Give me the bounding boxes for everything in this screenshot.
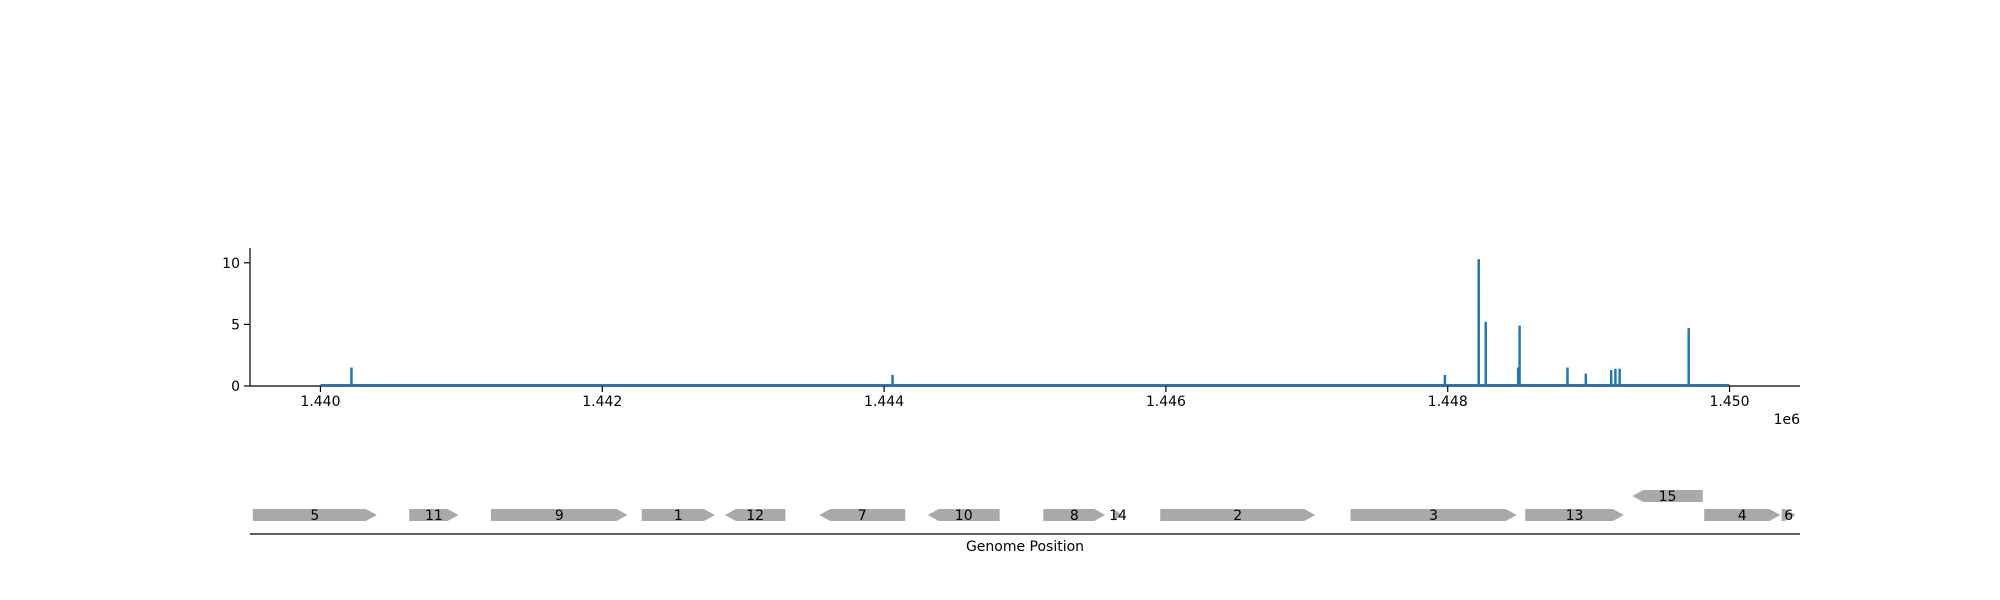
coverage-plot: 0 5 10 1.440 1.442 1.444 1.446 1.448 1.450 1e6 xyxy=(222,248,1800,428)
gene-arrow xyxy=(1632,490,1703,502)
gene-feature: 13 xyxy=(1525,508,1624,524)
gene-label: 8 xyxy=(1070,508,1079,524)
gene-arrow xyxy=(1525,509,1624,521)
gene-arrow xyxy=(1160,509,1316,521)
x-axis-offset-label: 1e6 xyxy=(1774,412,1801,428)
gene-arrow xyxy=(252,509,377,521)
gene-label: 12 xyxy=(746,508,764,524)
gene-feature: 2 xyxy=(1160,508,1316,524)
gene-arrow xyxy=(1781,509,1796,521)
genes: 5 11 9 1 12 7 10 8 14 2 3 13 15 4 6 xyxy=(252,489,1796,524)
x-tick-label: 1.444 xyxy=(864,394,904,410)
gene-label: 10 xyxy=(955,508,973,524)
gene-arrow xyxy=(819,509,906,521)
gene-label: 11 xyxy=(425,508,443,524)
gene-feature: 1 xyxy=(641,508,715,524)
gene-label: 7 xyxy=(858,508,867,524)
gene-feature: 4 xyxy=(1704,508,1781,524)
gene-arrow xyxy=(1350,509,1517,521)
gene-feature: 15 xyxy=(1632,489,1703,505)
gene-label: 3 xyxy=(1429,508,1438,524)
gene-feature: 11 xyxy=(409,508,459,524)
gene-label: 4 xyxy=(1738,508,1747,524)
gene-feature: 10 xyxy=(927,508,1000,524)
gene-track-xlabel: Genome Position xyxy=(966,539,1084,555)
gene-feature: 6 xyxy=(1781,508,1796,524)
x-ticks: 1.440 1.442 1.444 1.446 1.448 1.450 xyxy=(300,386,1750,410)
gene-feature: 9 xyxy=(490,508,628,524)
y-tick-label: 0 xyxy=(231,379,240,395)
gene-label: 1 xyxy=(674,508,683,524)
gene-arrow xyxy=(1704,509,1781,521)
y-tick-label: 5 xyxy=(231,317,240,333)
gene-arrow xyxy=(1113,509,1123,521)
x-tick-label: 1.442 xyxy=(582,394,622,410)
gene-feature: 12 xyxy=(724,508,786,524)
x-tick-label: 1.440 xyxy=(300,394,340,410)
gene-feature: 7 xyxy=(819,508,906,524)
gene-arrow xyxy=(724,509,786,521)
x-tick-label: 1.450 xyxy=(1709,394,1749,410)
y-tick-label: 10 xyxy=(222,256,240,272)
x-tick-label: 1.448 xyxy=(1428,394,1468,410)
gene-feature: 8 xyxy=(1043,508,1106,524)
gene-label: 6 xyxy=(1784,508,1793,524)
gene-label: 9 xyxy=(555,508,564,524)
gene-label: 2 xyxy=(1233,508,1242,524)
y-ticks: 0 5 10 xyxy=(222,256,250,395)
x-tick-label: 1.446 xyxy=(1146,394,1186,410)
gene-label: 13 xyxy=(1566,508,1584,524)
gene-label: 5 xyxy=(310,508,319,524)
gene-track: 5 11 9 1 12 7 10 8 14 2 3 13 15 4 6 Genome Position xyxy=(250,489,1800,555)
gene-arrow xyxy=(409,509,459,521)
gene-arrow xyxy=(927,509,1000,521)
gene-label: 15 xyxy=(1659,489,1677,505)
gene-feature: 3 xyxy=(1350,508,1517,524)
gene-arrow xyxy=(490,509,628,521)
gene-feature: 5 xyxy=(252,508,377,524)
gene-feature: 14 xyxy=(1109,508,1127,524)
gene-label: 14 xyxy=(1109,508,1127,524)
gene-arrow xyxy=(641,509,715,521)
gene-arrow xyxy=(1043,509,1106,521)
coverage-bars xyxy=(350,259,1690,386)
